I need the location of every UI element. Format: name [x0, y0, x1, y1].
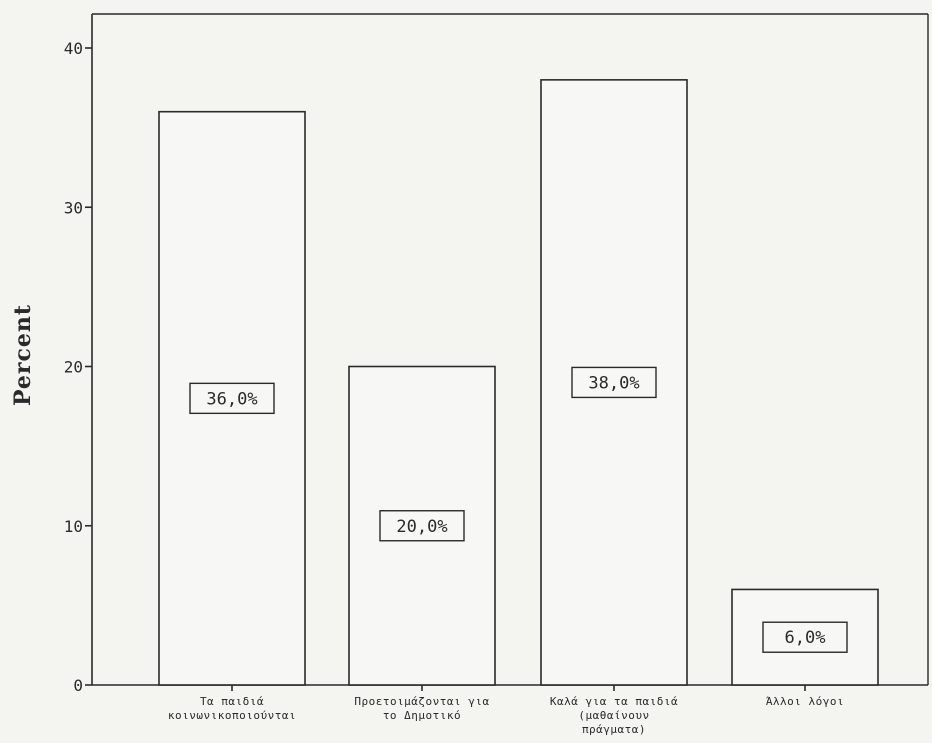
x-tick-label: Τα παιδιά κοινωνικοποιούνται: [168, 695, 296, 722]
y-tick-label: 20: [64, 358, 83, 377]
data-label: 38,0%: [588, 373, 639, 393]
y-axis-ticks: 0 10 20 30 40: [64, 39, 92, 695]
data-label-box: [571, 366, 657, 399]
y-axis-label: Percent: [10, 304, 36, 406]
x-axis-ticks: Τα παιδιά κοινωνικοποιούνται Προετοιμάζοντ…: [168, 685, 844, 736]
data-label: 6,0%: [785, 628, 826, 648]
y-tick-label: 0: [73, 676, 83, 695]
data-label-box: [189, 382, 275, 415]
y-tick-label: 40: [64, 39, 83, 58]
data-label-box: [379, 510, 465, 542]
data-label-box: [762, 621, 848, 653]
bars-group: [158, 79, 879, 686]
y-tick-label: 30: [64, 198, 83, 217]
x-tick-label: Άλλοι λόγοι: [766, 695, 844, 708]
y-tick-label: 10: [64, 517, 83, 536]
data-label: 20,0%: [396, 517, 447, 537]
x-tick-label: Προετοιμάζονται για το Δημοτικό: [354, 695, 489, 722]
data-labels-group: 36,0% 20,0% 38,0% 6,0%: [189, 366, 848, 653]
x-tick-label: Καλά για τα παιδιά (μαθαίνουν πράγματα): [550, 695, 678, 736]
data-label: 36,0%: [206, 389, 257, 409]
